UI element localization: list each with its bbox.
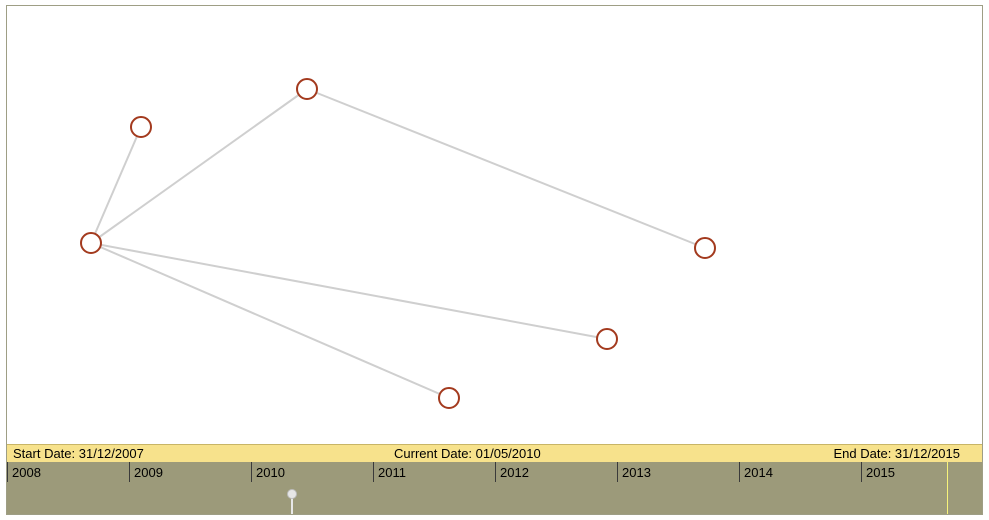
graph-node[interactable]: [296, 78, 318, 100]
timeline-year[interactable]: 2012: [495, 462, 617, 482]
graph-edge: [90, 88, 308, 244]
start-date-label: Start Date: 31/12/2007: [13, 446, 144, 461]
graph-node[interactable]: [596, 328, 618, 350]
current-date-slider-stem[interactable]: [291, 492, 293, 514]
graph-edge: [90, 242, 608, 340]
network-graph: [7, 6, 982, 443]
current-date-label: Current Date: 01/05/2010: [394, 446, 541, 461]
timeline-year[interactable]: 2015: [861, 462, 947, 482]
graph-node-hub[interactable]: [80, 232, 102, 254]
current-date-slider-handle[interactable]: [287, 489, 297, 499]
end-date-marker: [947, 462, 948, 514]
date-bar: Start Date: 31/12/2007 Current Date: 01/…: [7, 444, 982, 462]
timeline-year[interactable]: 2008: [7, 462, 129, 482]
timeline-year[interactable]: 2014: [739, 462, 861, 482]
graph-edge: [90, 242, 450, 399]
graph-edge: [306, 88, 706, 249]
end-date-label: End Date: 31/12/2015: [833, 446, 961, 461]
graph-edge: [90, 126, 142, 244]
graph-canvas[interactable]: [7, 6, 982, 443]
timeline-year[interactable]: 2010: [251, 462, 373, 482]
timeline-year[interactable]: 2013: [617, 462, 739, 482]
graph-node[interactable]: [130, 116, 152, 138]
timeline-year[interactable]: 2011: [373, 462, 495, 482]
graph-node[interactable]: [438, 387, 460, 409]
timeline-year[interactable]: 2009: [129, 462, 251, 482]
graph-node[interactable]: [694, 237, 716, 259]
timeline-track[interactable]: 2008 2009 2010 2011 2012 2013 2014 2015: [7, 462, 982, 514]
network-timeline-widget: Start Date: 31/12/2007 Current Date: 01/…: [6, 5, 983, 515]
